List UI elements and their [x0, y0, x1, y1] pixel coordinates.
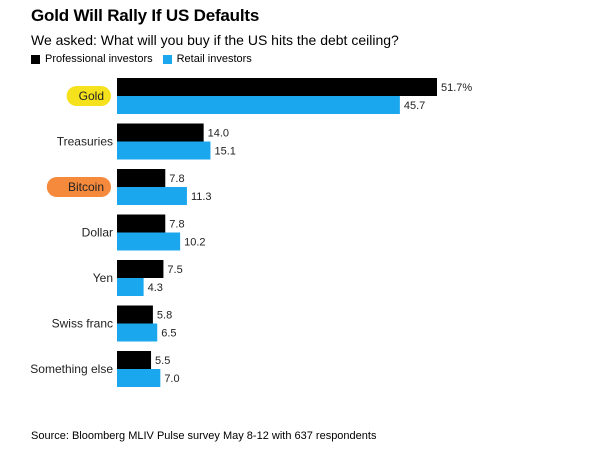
bar-retail-yen — [117, 278, 144, 296]
category-label-something-else: Something else — [30, 362, 113, 376]
category-label-treasuries: Treasuries — [57, 135, 113, 149]
data-label-retail-something-else: 7.0 — [164, 373, 179, 385]
data-label-retail-swiss-franc: 6.5 — [161, 328, 176, 340]
bar-professional-dollar — [117, 214, 166, 233]
bar-retail-swiss-franc — [117, 323, 158, 342]
category-label-yen: Yen — [93, 271, 113, 285]
bar-retail-something-else — [117, 369, 161, 387]
bar-retail-dollar — [117, 232, 181, 251]
data-label-retail-treasuries: 15.1 — [214, 146, 235, 158]
data-label-retail-gold: 45.7 — [404, 100, 425, 112]
bar-professional-gold — [117, 78, 437, 96]
data-label-retail-yen: 4.3 — [148, 282, 163, 294]
category-highlight-bitcoin — [46, 177, 111, 197]
category-label-dollar: Dollar — [82, 226, 113, 240]
data-label-retail-bitcoin: 11.3 — [191, 191, 212, 203]
legend-swatch-professional — [31, 54, 40, 64]
data-label-retail-dollar: 10.2 — [184, 237, 205, 249]
data-label-professional-bitcoin: 7.8 — [169, 173, 184, 185]
bar-chart: Gold 51.7% 45.7 Treasuries 14.0 15.1 Bitcoin 7.… — [30, 78, 472, 387]
category-label-bitcoin: Bitcoin — [68, 180, 104, 194]
data-label-professional-gold: 51.7% — [441, 82, 472, 94]
bar-retail-treasuries — [117, 141, 211, 160]
legend: Professional investors Retail investors — [31, 53, 262, 65]
data-label-professional-treasuries: 14.0 — [208, 128, 229, 140]
data-label-professional-swiss-franc: 5.8 — [157, 310, 172, 322]
bar-professional-swiss-franc — [117, 305, 153, 324]
chart-title: Gold Will Rally If US Defaults — [31, 6, 260, 25]
bar-professional-something-else — [117, 351, 152, 369]
legend-swatch-retail — [162, 54, 172, 64]
bar-retail-gold — [117, 96, 400, 114]
data-label-professional-yen: 7.5 — [167, 264, 182, 276]
chart-subtitle: We asked: What will you buy if the US hi… — [31, 32, 399, 48]
data-label-professional-dollar: 7.8 — [169, 219, 184, 231]
category-label-swiss-franc: Swiss franc — [52, 317, 113, 331]
legend-label-retail: Retail investors — [176, 53, 252, 65]
legend-item-retail: Retail investors — [162, 53, 252, 65]
legend-label-professional: Professional investors — [45, 53, 153, 65]
bar-professional-bitcoin — [117, 169, 166, 187]
bar-professional-yen — [117, 260, 164, 278]
category-highlight-gold — [66, 86, 111, 106]
data-label-professional-something-else: 5.5 — [155, 355, 170, 367]
source-note: Source: Bloomberg MLIV Pulse survey May … — [31, 430, 377, 442]
legend-item-professional: Professional investors — [31, 53, 153, 65]
category-label-gold: Gold — [79, 89, 104, 103]
bar-retail-bitcoin — [117, 187, 187, 205]
bar-professional-treasuries — [117, 123, 204, 142]
